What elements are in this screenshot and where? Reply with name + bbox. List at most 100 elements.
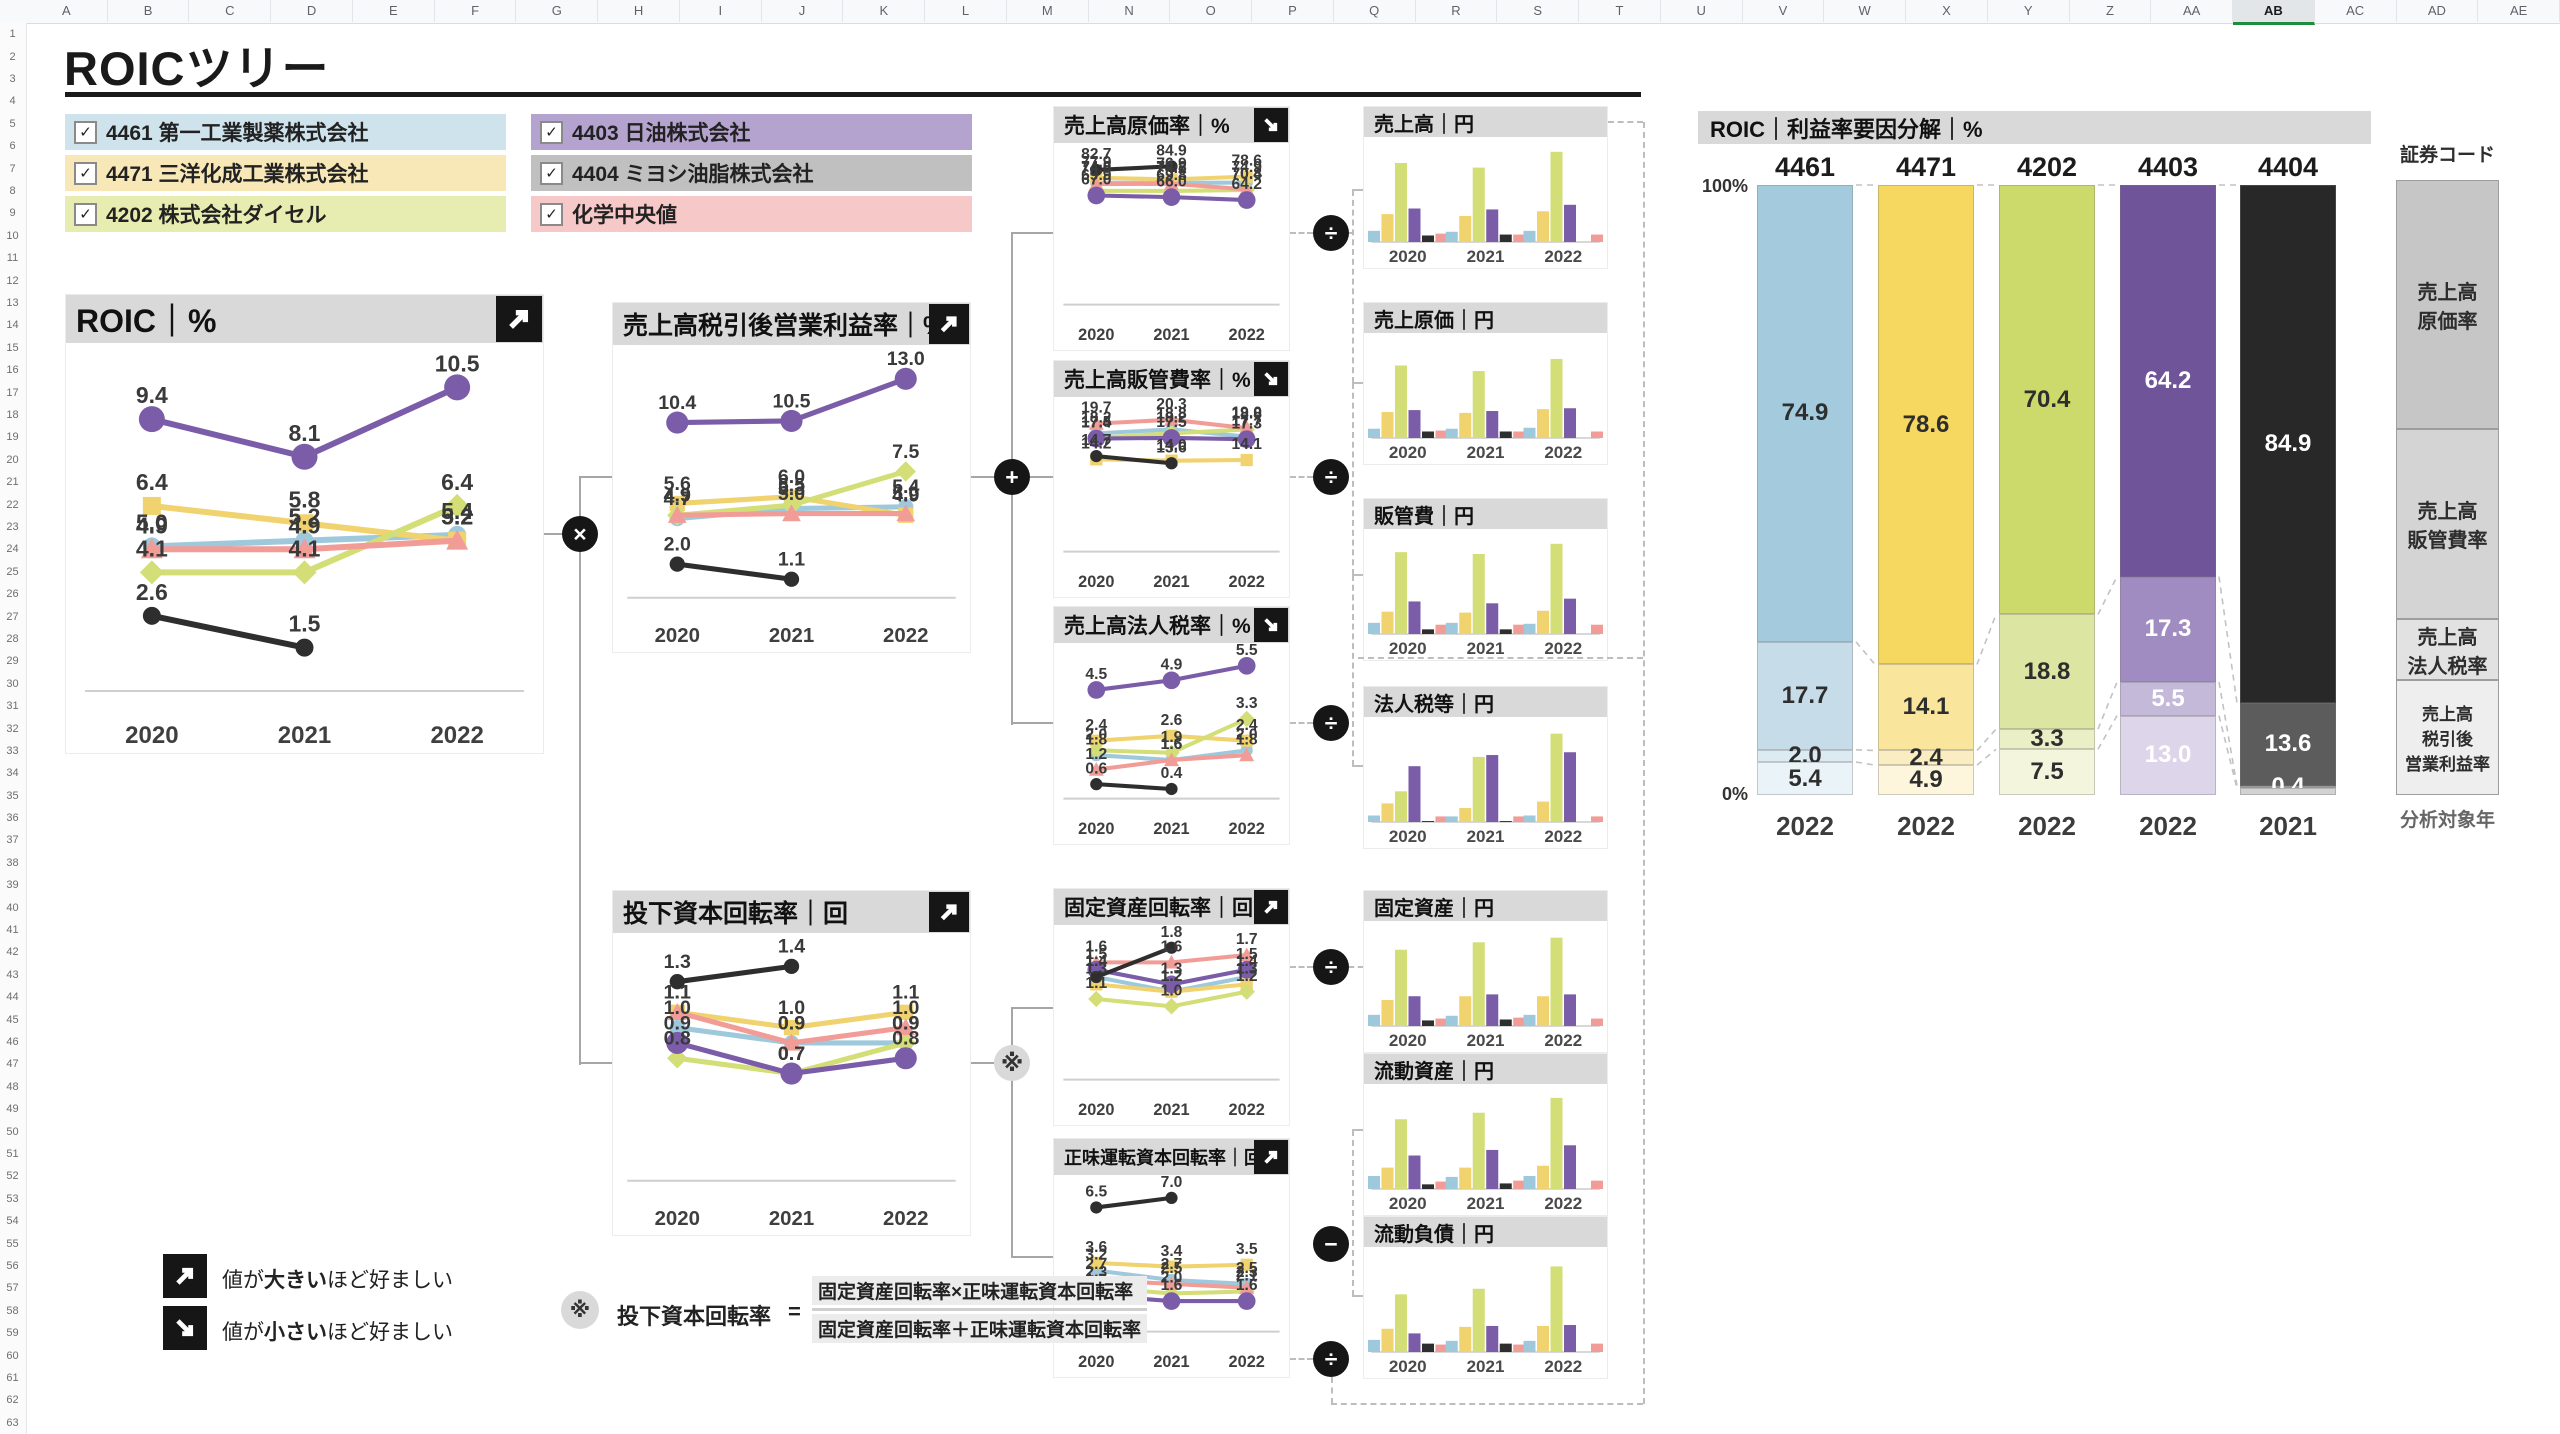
column-header-R[interactable]: R: [1416, 0, 1498, 22]
row-number-9[interactable]: 9: [9, 207, 16, 220]
row-number-17[interactable]: 17: [6, 386, 19, 399]
column-header-B[interactable]: B: [108, 0, 190, 22]
row-number-43[interactable]: 43: [6, 968, 19, 981]
row-number-10[interactable]: 10: [6, 229, 19, 242]
checkbox-checked-icon[interactable]: ✓: [74, 161, 97, 185]
row-number-63[interactable]: 63: [6, 1416, 19, 1429]
row-number-49[interactable]: 49: [6, 1103, 19, 1116]
row-number-20[interactable]: 20: [6, 453, 19, 466]
row-number-6[interactable]: 6: [9, 140, 16, 153]
row-number-33[interactable]: 33: [6, 744, 19, 757]
column-header-C[interactable]: C: [189, 0, 272, 22]
row-number-44[interactable]: 44: [6, 991, 19, 1004]
row-number-61[interactable]: 61: [6, 1372, 19, 1384]
column-header-S[interactable]: S: [1497, 0, 1580, 22]
row-number-59[interactable]: 59: [6, 1327, 19, 1340]
column-header-X[interactable]: X: [1906, 0, 1988, 22]
row-number-58[interactable]: 58: [6, 1304, 19, 1317]
row-number-35[interactable]: 35: [6, 789, 19, 802]
column-header-H[interactable]: H: [598, 0, 680, 22]
column-header-Q[interactable]: Q: [1334, 0, 1416, 22]
column-header-K[interactable]: K: [843, 0, 926, 22]
row-number-3[interactable]: 3: [9, 72, 16, 85]
column-header-E[interactable]: E: [353, 0, 435, 22]
row-number-15[interactable]: 15: [6, 341, 19, 354]
row-number-11[interactable]: 11: [6, 252, 19, 265]
row-number-12[interactable]: 12: [6, 274, 19, 287]
column-header-AB[interactable]: AB: [2233, 0, 2315, 25]
row-number-53[interactable]: 53: [6, 1192, 19, 1205]
row-number-36[interactable]: 36: [6, 812, 19, 825]
row-number-30[interactable]: 30: [6, 677, 19, 690]
row-number-14[interactable]: 14: [6, 319, 19, 332]
row-number-55[interactable]: 55: [6, 1237, 19, 1250]
column-header-I[interactable]: I: [680, 0, 762, 22]
row-number-4[interactable]: 4: [9, 95, 16, 108]
row-number-45[interactable]: 45: [6, 1013, 19, 1026]
column-header-AD[interactable]: AD: [2397, 0, 2479, 22]
row-number-1[interactable]: 1: [9, 28, 16, 41]
row-number-57[interactable]: 57: [6, 1282, 19, 1295]
row-number-28[interactable]: 28: [6, 632, 19, 645]
row-number-5[interactable]: 5: [9, 117, 16, 130]
row-number-47[interactable]: 47: [6, 1058, 19, 1071]
company-filter-median[interactable]: ✓ 化学中央値: [531, 196, 972, 232]
checkbox-checked-icon[interactable]: ✓: [540, 202, 563, 226]
row-number-2[interactable]: 2: [9, 50, 16, 63]
column-header-D[interactable]: D: [271, 0, 353, 22]
column-header-W[interactable]: W: [1824, 0, 1907, 22]
column-header-Z[interactable]: Z: [2070, 0, 2152, 22]
row-number-13[interactable]: 13: [6, 296, 19, 309]
column-header-M[interactable]: M: [1007, 0, 1089, 22]
company-filter-4404[interactable]: ✓ 4404 ミヨシ油脂株式会社: [531, 155, 972, 191]
column-header-A[interactable]: A: [26, 0, 108, 22]
column-header-J[interactable]: J: [762, 0, 844, 22]
column-header-L[interactable]: L: [925, 0, 1007, 22]
checkbox-checked-icon[interactable]: ✓: [540, 161, 563, 185]
row-number-40[interactable]: 40: [6, 901, 19, 914]
row-number-60[interactable]: 60: [6, 1349, 19, 1362]
column-header-T[interactable]: T: [1579, 0, 1661, 22]
company-filter-4202[interactable]: ✓ 4202 株式会社ダイセル: [65, 196, 506, 232]
row-number-34[interactable]: 34: [6, 767, 19, 780]
row-number-22[interactable]: 22: [6, 498, 19, 511]
column-header-G[interactable]: G: [516, 0, 599, 22]
row-number-27[interactable]: 27: [6, 610, 19, 623]
row-number-50[interactable]: 50: [6, 1125, 19, 1138]
row-number-48[interactable]: 48: [6, 1080, 19, 1093]
checkbox-checked-icon[interactable]: ✓: [74, 202, 97, 226]
column-header-Y[interactable]: Y: [1988, 0, 2070, 22]
row-number-38[interactable]: 38: [6, 856, 19, 869]
row-number-24[interactable]: 24: [6, 543, 19, 556]
row-number-26[interactable]: 26: [6, 588, 19, 601]
company-filter-4403[interactable]: ✓ 4403 日油株式会社: [531, 114, 972, 150]
row-number-42[interactable]: 42: [6, 946, 19, 959]
column-header-P[interactable]: P: [1252, 0, 1334, 22]
row-number-37[interactable]: 37: [6, 834, 19, 847]
row-number-62[interactable]: 62: [6, 1394, 19, 1407]
row-number-31[interactable]: 31: [6, 700, 19, 713]
column-header-V[interactable]: V: [1743, 0, 1825, 22]
column-header-F[interactable]: F: [435, 0, 517, 22]
column-header-U[interactable]: U: [1661, 0, 1743, 22]
row-number-51[interactable]: 51: [6, 1148, 19, 1161]
row-number-7[interactable]: 7: [9, 162, 16, 175]
row-number-52[interactable]: 52: [6, 1170, 19, 1183]
row-number-23[interactable]: 23: [6, 520, 19, 533]
column-header-AA[interactable]: AA: [2151, 0, 2234, 22]
column-header-AE[interactable]: AE: [2478, 0, 2560, 22]
checkbox-checked-icon[interactable]: ✓: [74, 120, 97, 144]
row-number-18[interactable]: 18: [6, 408, 19, 421]
row-number-16[interactable]: 16: [6, 364, 19, 377]
row-number-25[interactable]: 25: [6, 565, 19, 578]
column-header-AC[interactable]: AC: [2315, 0, 2397, 22]
checkbox-checked-icon[interactable]: ✓: [540, 120, 563, 144]
row-number-41[interactable]: 41: [6, 924, 19, 937]
row-number-21[interactable]: 21: [6, 476, 19, 489]
row-number-8[interactable]: 8: [9, 184, 16, 197]
column-header-N[interactable]: N: [1089, 0, 1171, 22]
row-number-39[interactable]: 39: [6, 879, 19, 892]
column-header-O[interactable]: O: [1170, 0, 1253, 22]
row-number-46[interactable]: 46: [6, 1036, 19, 1049]
row-number-29[interactable]: 29: [6, 655, 19, 668]
